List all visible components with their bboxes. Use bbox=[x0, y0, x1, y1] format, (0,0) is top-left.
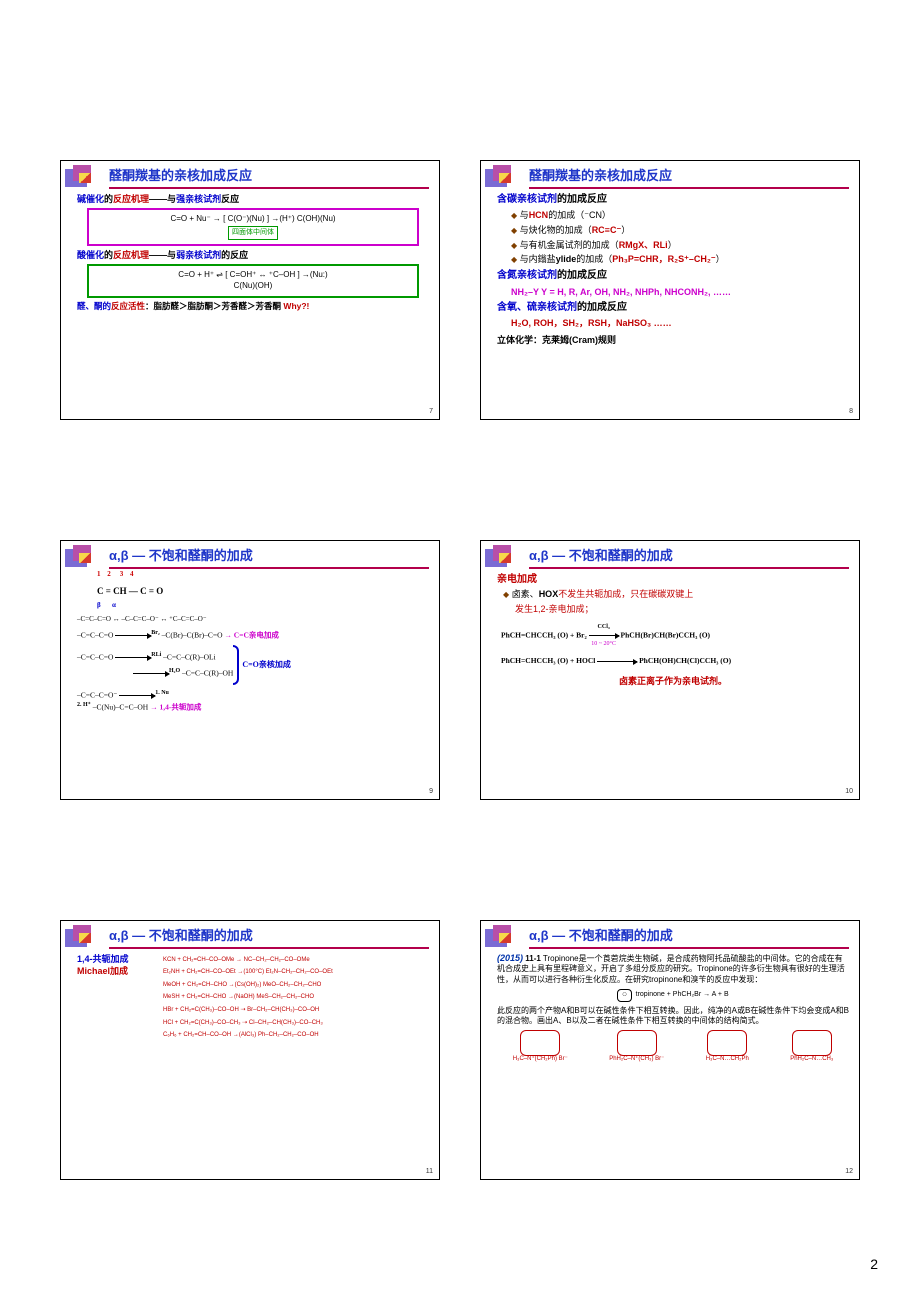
eq2: PhCH=CHCCH₃ (O) + HOCl PhCH(OH)CH(Cl)CCH… bbox=[501, 656, 845, 667]
slide-11: α,β — 不饱和醛酮的加成 1,4-共轭加成 Michael加成 KCN + … bbox=[60, 920, 440, 1180]
head: 亲电加成 bbox=[497, 573, 849, 587]
q-num: 11-1 bbox=[525, 954, 541, 963]
slide-content: 1,4-共轭加成 Michael加成 KCN + CH₂=CH–CO–OMe →… bbox=[71, 953, 429, 1044]
slide-content: 含碳亲核试剂的加成反应 ◆ 与HCN的加成（⁻CN） ◆ 与炔化物的加成（RC≡… bbox=[491, 193, 849, 346]
text-line: 发生1,2-亲电加成； bbox=[515, 603, 849, 615]
co-label: C=O亲核加成 bbox=[242, 659, 291, 670]
bullet: ◆ 与内鎓盐ylide的加成（Ph₃P=CHR，R₂S⁺–CH₂⁻） bbox=[511, 253, 849, 266]
slide-number: 7 bbox=[429, 407, 433, 416]
slide-8: 醛酮羰基的亲核加成反应 含碳亲核试剂的加成反应 ◆ 与HCN的加成（⁻CN） ◆… bbox=[480, 160, 860, 420]
structure: H₃C–N⁺(CH₂Ph) Br⁻ bbox=[513, 1030, 568, 1064]
page-number: 2 bbox=[870, 1256, 878, 1272]
slide-10: α,β — 不饱和醛酮的加成 亲电加成 ◆ 卤素、HOX不发生共轭加成，只在碳碳… bbox=[480, 540, 860, 800]
brace-icon bbox=[233, 645, 239, 685]
acid-mech-line: 酸催化的反应机理——与弱亲核试剂的反应 bbox=[77, 249, 429, 261]
resonance-row: –C=C–C=O ↔ –C–C=C–O⁻ ↔ ⁺C–C=C–O⁻ bbox=[77, 615, 429, 625]
slide-content: (2015) 11-1 Tropinone是一个莨菪烷类生物碱，是合成药物阿托品… bbox=[491, 953, 849, 1065]
slide-number: 12 bbox=[845, 1167, 853, 1176]
rxn-scheme: ⎔ tropinone + PhCH₂Br → A + B bbox=[497, 989, 849, 1002]
slide-title: α,β — 不饱和醛酮的加成 bbox=[109, 927, 429, 949]
structures-row: H₃C–N⁺(CH₂Ph) Br⁻ PhH₂C–N⁺(CH₃) Br⁻ H₃C–… bbox=[497, 1030, 849, 1064]
section-nitrogen: 含氮亲核试剂的加成反应 bbox=[497, 269, 849, 283]
slide-logo bbox=[65, 163, 99, 191]
slide-title: α,β — 不饱和醛酮的加成 bbox=[109, 547, 429, 569]
slide-content: 亲电加成 ◆ 卤素、HOX不发生共轭加成，只在碳碳双键上 发生1,2-亲电加成；… bbox=[491, 573, 849, 687]
slide-number: 11 bbox=[426, 1167, 433, 1176]
stereo-line: 立体化学：克莱姆(Cram)规则 bbox=[497, 334, 849, 346]
year-tag: (2015) bbox=[497, 953, 523, 963]
rxn-conj: –C=C–C=O⁻ 1. Nu2. H⁺ –C(Nu)–C=C–OH → 1,4… bbox=[77, 689, 429, 713]
footer: 卤素正离子作为亲电试剂。 bbox=[497, 675, 849, 687]
sub1: 1,4-共轭加成 bbox=[77, 953, 157, 965]
slide-logo bbox=[65, 923, 99, 951]
slide-title: α,β — 不饱和醛酮的加成 bbox=[529, 547, 849, 569]
slide-logo bbox=[485, 543, 519, 571]
body-text-2: 此反应的两个产物A和B可以在碱性条件下相互转换。因此，纯净的A或B在碱性条件下均… bbox=[497, 1006, 849, 1027]
slide-title: 醛酮羰基的亲核加成反应 bbox=[529, 167, 849, 189]
slide-7: 醛酮羰基的亲核加成反应 碱催化的反应机理——与强亲核试剂反应 C=O + Nu⁻… bbox=[60, 160, 440, 420]
slide-number: 9 bbox=[429, 787, 433, 796]
activity-line: 醛、酮的反应活性：脂肪醛＞脂肪酮＞芳香醛＞芳香酮 Why?! bbox=[77, 301, 429, 312]
list-item: MeOH + CH₂=CH–CHO →(Cs(OH)₂) MeO–CH₂–CH₂… bbox=[163, 981, 333, 991]
slide-grid: 醛酮羰基的亲核加成反应 碱催化的反应机理——与强亲核试剂反应 C=O + Nu⁻… bbox=[0, 0, 920, 1180]
text-line: ◆ 卤素、HOX不发生共轭加成，只在碳碳双键上 bbox=[503, 588, 849, 601]
slide-title: 醛酮羰基的亲核加成反应 bbox=[109, 167, 429, 189]
rxn-br2: –C=C–C=O Br₂ –C(Br)–C(Br)–C=O → C=C亲电加成 bbox=[77, 629, 429, 641]
list-item: HCl + CH₂=C(CH₃)–CO–CH₃ ⇢ Cl–CH₂–CH(CH₃)… bbox=[163, 1019, 333, 1029]
slide-logo bbox=[485, 163, 519, 191]
list-item: C₆H₆ + CH₂=CH–CO–OH →(AlCl₃) Ph–CH₂–CH₂–… bbox=[163, 1031, 333, 1041]
reaction-box-2: C=O + H⁺ ⇌ [ C=OH⁺ ↔ ⁺C–OH ] →(Nu:) C(Nu… bbox=[87, 264, 419, 298]
intermediate-label: 四面体中间体 bbox=[228, 226, 278, 239]
list-item: HBr + CH₂=C(CH₃)–CO–OH ⇢ Br–CH₂–CH(CH₃)–… bbox=[163, 1006, 333, 1016]
list-item: MeSH + CH₂=CH–CHO →(NaOH) MeS–CH₂–CH₂–CH… bbox=[163, 993, 333, 1003]
structure: H₃C–N…CH₂Ph bbox=[706, 1030, 749, 1064]
slide-number: 10 bbox=[845, 787, 853, 796]
slide-logo bbox=[485, 923, 519, 951]
sub2: Michael加成 bbox=[77, 965, 157, 977]
slide-logo bbox=[65, 543, 99, 571]
bullet: ◆ 与炔化物的加成（RC≡C⁻） bbox=[511, 224, 849, 237]
slide-content: 1 2 3 4 C = CH — C = O β α –C=C–C=O ↔ –C… bbox=[71, 573, 429, 713]
header-scheme: 1 2 3 4 C = CH — C = O β α bbox=[97, 573, 429, 611]
base-mech-line: 碱催化的反应机理——与强亲核试剂反应 bbox=[77, 193, 429, 205]
slide-12: α,β — 不饱和醛酮的加成 (2015) 11-1 Tropinone是一个莨… bbox=[480, 920, 860, 1180]
section-carbon: 含碳亲核试剂的加成反应 bbox=[497, 193, 849, 207]
n-reagents: NH₂–Y Y = H, R, Ar, OH, NH₂, NHPh, NHCON… bbox=[511, 286, 849, 298]
rxn-co-group: –C=C–C=O RLi –C=C–C(R)–OLi H₂O –C=C–C(R)… bbox=[77, 645, 429, 685]
slide-content: 碱催化的反应机理——与强亲核试剂反应 C=O + Nu⁻ → [ C(O⁻)(N… bbox=[71, 193, 429, 313]
rxn-h2o: H₂O –C=C–C(R)–OH bbox=[133, 667, 233, 679]
slide-title: α,β — 不饱和醛酮的加成 bbox=[529, 927, 849, 949]
list-item: Et₂NH + CH₂=CH–CO–OEt →(100°C) Et₂N–CH₂–… bbox=[163, 968, 333, 978]
structure: PhH₂C–N…CH₃ bbox=[790, 1030, 833, 1064]
section-os: 含氧、硫亲核试剂的加成反应 bbox=[497, 301, 849, 315]
reaction-box-1: C=O + Nu⁻ → [ C(O⁻)(Nu) ] →(H⁺) C(OH)(Nu… bbox=[87, 208, 419, 246]
slide-9: α,β — 不饱和醛酮的加成 1 2 3 4 C = CH — C = O β … bbox=[60, 540, 440, 800]
michael-reactions: KCN + CH₂=CH–CO–OMe → NC–CH₂–CH₂–CO–OMe … bbox=[163, 953, 333, 1044]
bullet: ◆ 与有机金属试剂的加成（RMgX、RLi） bbox=[511, 239, 849, 252]
slide-number: 8 bbox=[849, 407, 853, 416]
bullet: ◆ 与HCN的加成（⁻CN） bbox=[511, 209, 849, 222]
list-item: KCN + CH₂=CH–CO–OMe → NC–CH₂–CH₂–CO–OMe bbox=[163, 956, 333, 966]
body-text: Tropinone是一个莨菪烷类生物碱，是合成药物阿托品硫酸盐的中间体。它的合成… bbox=[497, 954, 845, 984]
structure: PhH₂C–N⁺(CH₃) Br⁻ bbox=[609, 1030, 664, 1064]
o-reagents: H₂O, ROH，SH₂，RSH，NaHSO₃ …… bbox=[511, 317, 849, 329]
rxn-rli: –C=C–C=O RLi –C=C–C(R)–OLi bbox=[77, 651, 233, 663]
eq1: PhCH=CHCCH₃ (O) + Br₂ CCl₄ 10 ~ 20°C PhC… bbox=[501, 623, 845, 648]
